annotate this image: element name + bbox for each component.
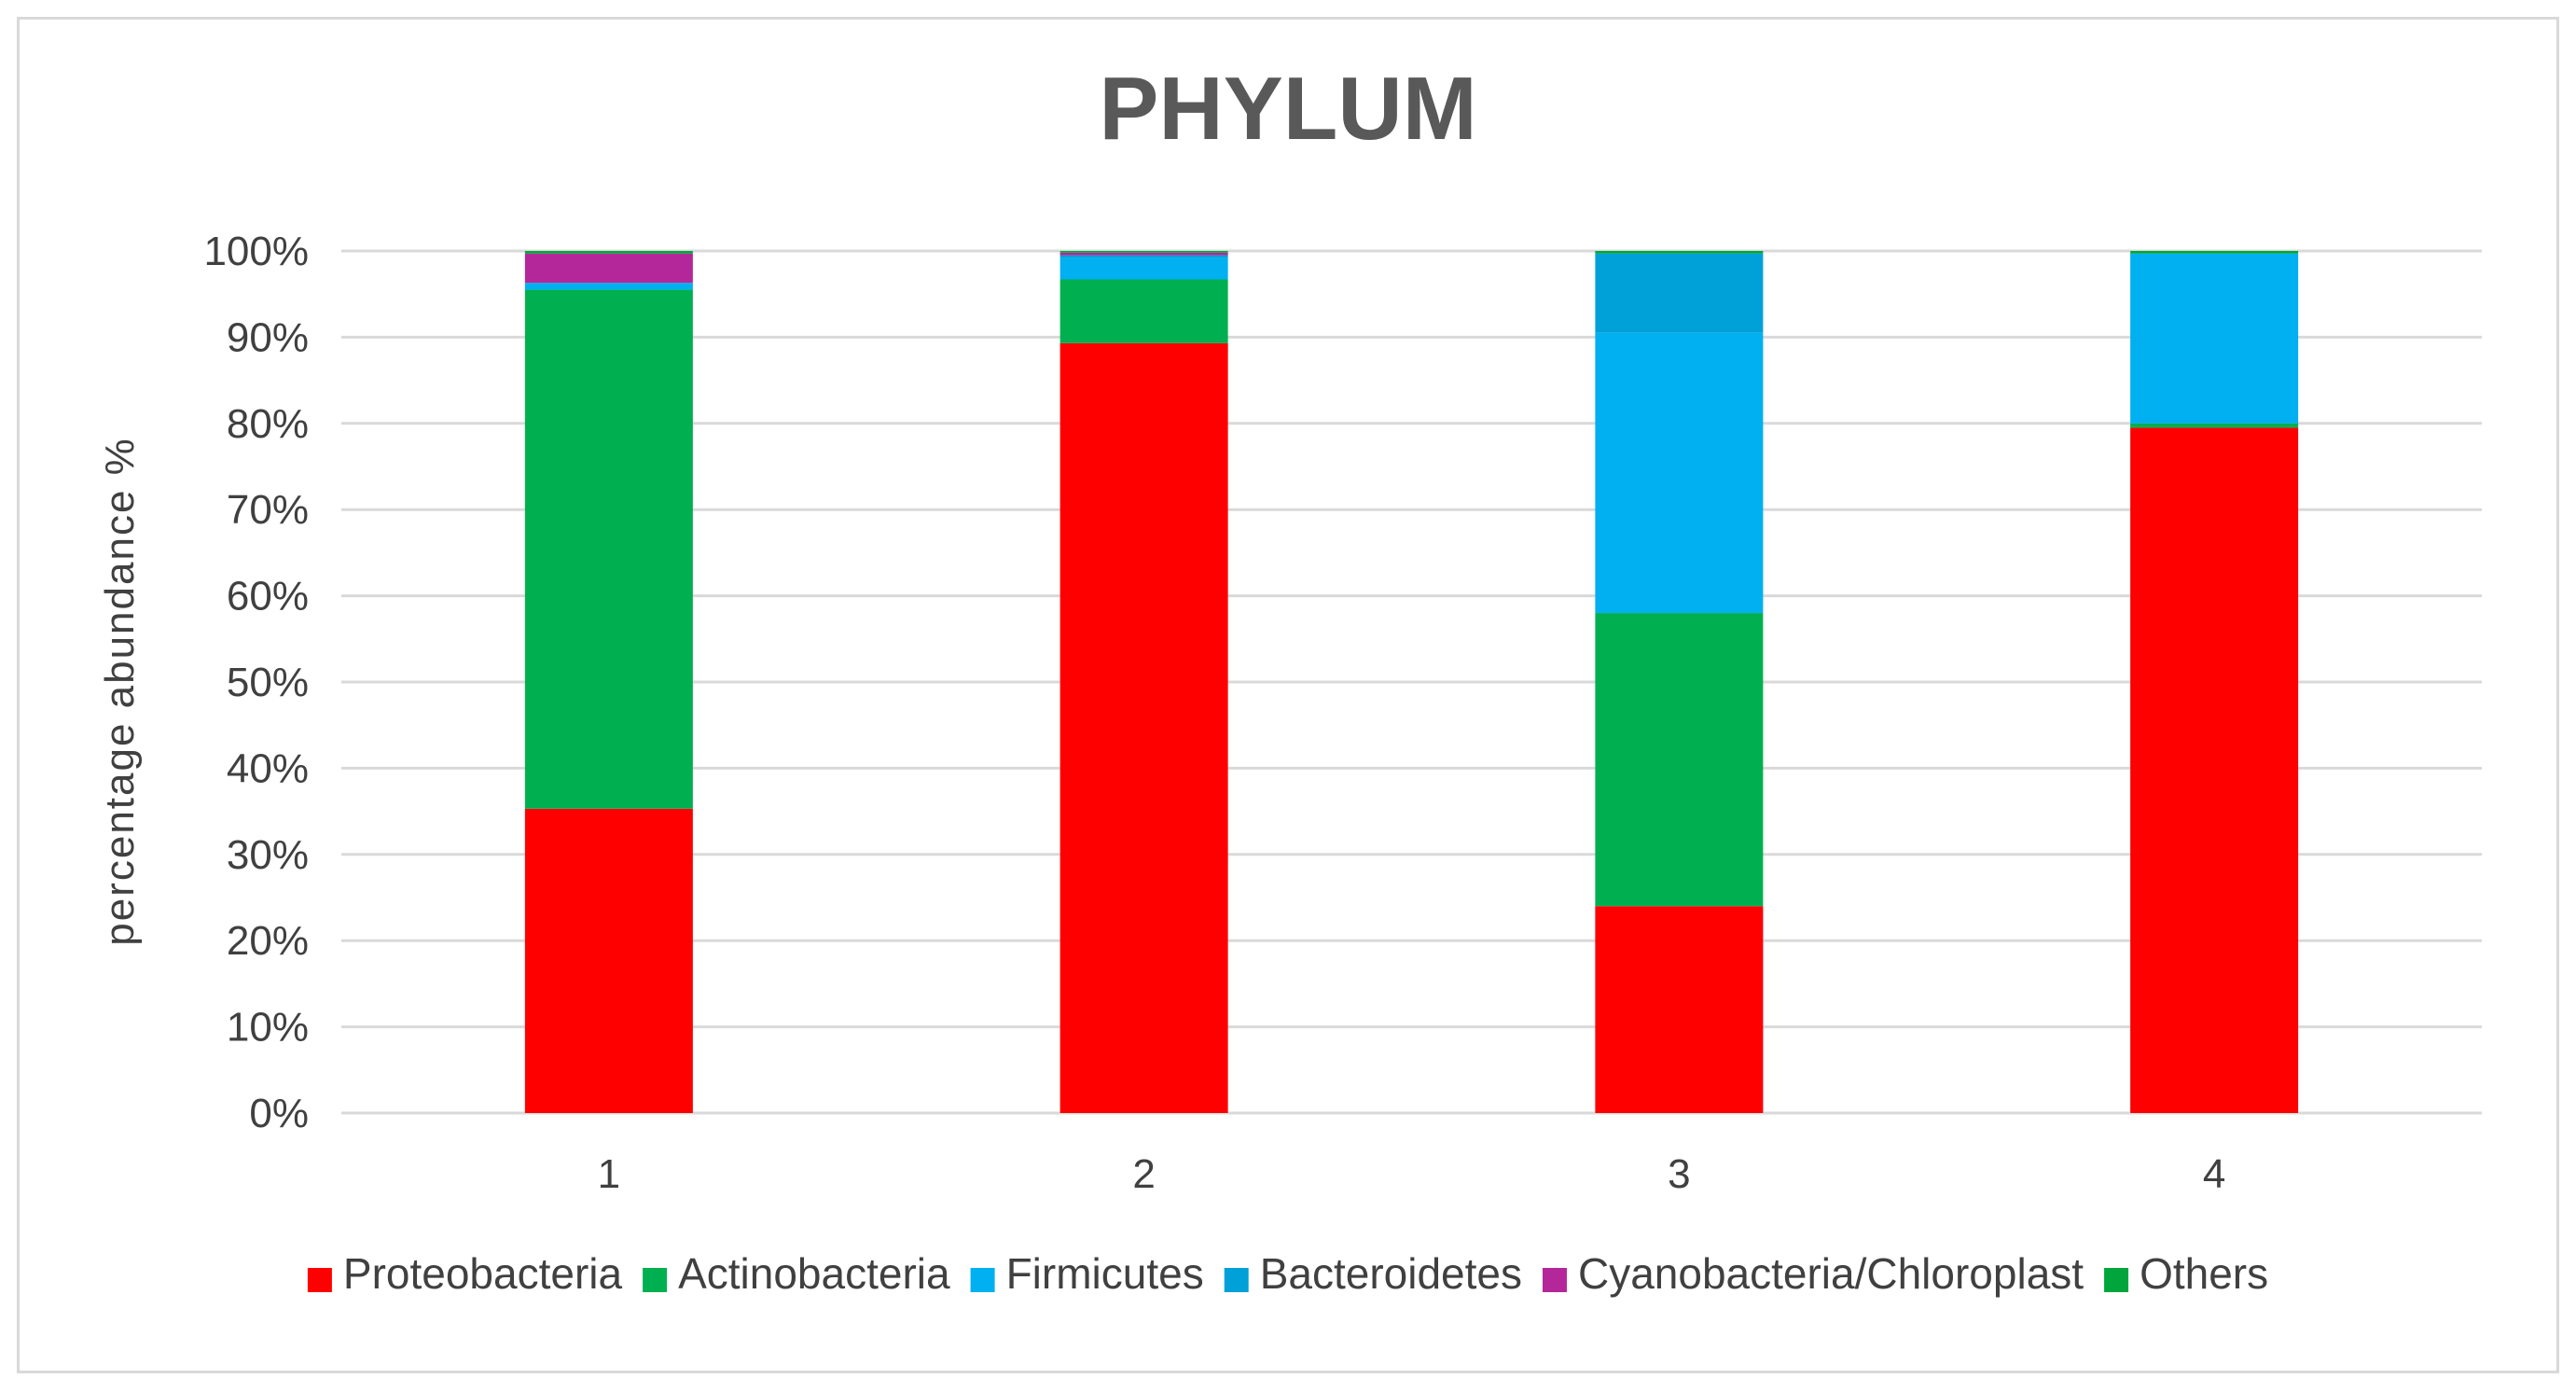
legend-label: Firmicutes bbox=[1006, 1249, 1204, 1298]
bar-segment bbox=[2130, 427, 2299, 1113]
y-tick-label: 0% bbox=[249, 1091, 309, 1136]
x-tick-label: 2 bbox=[1132, 1151, 1155, 1197]
x-tick-label: 1 bbox=[598, 1151, 620, 1197]
chart-title: PHYLUM bbox=[1099, 59, 1476, 159]
y-axis-title: percentage abundance % bbox=[97, 437, 143, 946]
bar-segment bbox=[524, 289, 693, 809]
bar-segment bbox=[1059, 251, 1228, 253]
legend-label: Others bbox=[2140, 1249, 2268, 1298]
stacked-bar-chart: PHYLUM 0% 10% 20% 30% 40% 50% 60% 70% 80% 90% 100%… bbox=[97, 59, 2482, 1298]
y-tick-label: 30% bbox=[227, 832, 309, 878]
bar-segment bbox=[1595, 332, 1764, 614]
bar-segment bbox=[1059, 258, 1228, 280]
bar-segment bbox=[524, 283, 693, 290]
bars bbox=[524, 251, 2299, 1113]
bar-segment bbox=[1059, 252, 1228, 256]
bar-segment bbox=[1595, 253, 1764, 333]
bar-segment bbox=[524, 251, 693, 254]
legend-swatch bbox=[2104, 1268, 2129, 1292]
bar-segment bbox=[524, 808, 693, 1113]
bar-segment bbox=[2130, 251, 2299, 254]
legend-label: Bacteroidetes bbox=[1260, 1249, 1522, 1298]
bar-segment bbox=[1059, 255, 1228, 258]
x-tick-label: 4 bbox=[2203, 1151, 2225, 1197]
y-tick-label: 50% bbox=[227, 660, 309, 705]
legend-swatch bbox=[643, 1268, 668, 1292]
legend: Proteobacteria Actinobacteria Firmicutes Ba… bbox=[307, 1249, 2268, 1298]
legend-swatch bbox=[970, 1268, 995, 1292]
bar-segment bbox=[2130, 253, 2299, 424]
legend-swatch bbox=[1542, 1268, 1567, 1292]
y-tick-label: 100% bbox=[203, 229, 309, 274]
bar-segment bbox=[1595, 251, 1764, 254]
bar-segment bbox=[524, 253, 693, 284]
legend-swatch bbox=[1224, 1268, 1249, 1292]
y-tick-label: 10% bbox=[227, 1005, 309, 1051]
gridlines bbox=[341, 249, 2482, 1115]
bar-segment bbox=[2130, 423, 2299, 428]
y-tick-label: 90% bbox=[227, 314, 309, 360]
y-axis-ticks: 0% 10% 20% 30% 40% 50% 60% 70% 80% 90% 100% bbox=[203, 229, 309, 1136]
bar-segment bbox=[1059, 279, 1228, 343]
bar-segment bbox=[1059, 342, 1228, 1113]
legend-label: Proteobacteria bbox=[343, 1249, 623, 1298]
legend-swatch bbox=[307, 1268, 332, 1292]
y-tick-label: 60% bbox=[227, 574, 309, 619]
bar-segment bbox=[1595, 613, 1764, 907]
y-tick-label: 20% bbox=[227, 918, 309, 964]
legend-label: Actinobacteria bbox=[678, 1249, 950, 1298]
y-tick-label: 80% bbox=[227, 401, 309, 447]
y-tick-label: 40% bbox=[227, 745, 309, 791]
bar-segment bbox=[1595, 906, 1764, 1113]
chart-frame: PHYLUM 0% 10% 20% 30% 40% 50% 60% 70% 80% 90% 100%… bbox=[17, 17, 2559, 1373]
legend-label: Cyanobacteria/Chloroplast bbox=[1578, 1249, 2084, 1298]
x-tick-label: 3 bbox=[1668, 1151, 1690, 1197]
y-tick-label: 70% bbox=[227, 487, 309, 533]
x-axis-ticks: 1 2 3 4 bbox=[598, 1151, 2226, 1197]
